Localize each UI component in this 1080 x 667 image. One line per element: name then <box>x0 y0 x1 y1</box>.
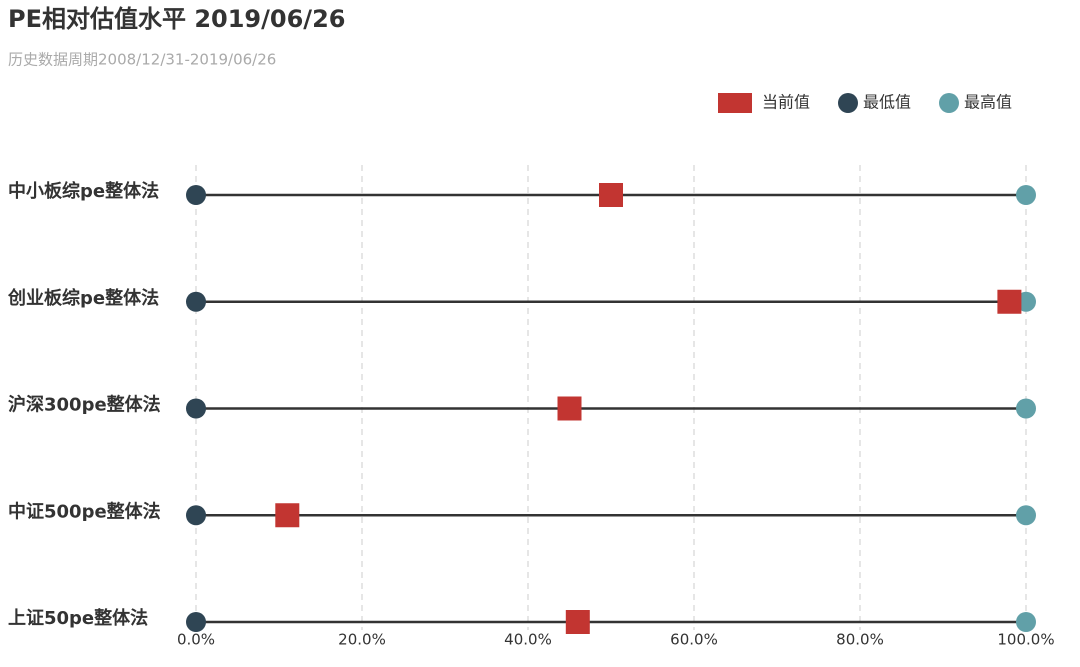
legend-label: 当前值 <box>762 93 810 112</box>
y-category-label: 沪深300pe整体法 <box>8 394 161 416</box>
chart-subtitle: 历史数据周期2008/12/31-2019/06/26 <box>8 51 276 69</box>
y-category-label: 中小板综pe整体法 <box>8 180 159 202</box>
chart-title: PE相对估值水平 2019/06/26 <box>8 5 345 33</box>
legend-marker <box>838 93 858 113</box>
y-category-label: 创业板综pe整体法 <box>7 287 159 309</box>
current-marker <box>599 183 623 207</box>
legend-marker <box>939 93 959 113</box>
point-marker <box>1016 612 1036 632</box>
point-marker <box>1016 185 1036 205</box>
current-marker <box>565 610 590 634</box>
x-tick-label: 40.0% <box>504 631 552 649</box>
legend-label: 最高值 <box>964 93 1012 112</box>
point-marker <box>1016 398 1036 419</box>
y-category-label: 上证50pe整体法 <box>8 607 148 629</box>
x-tick-label: 80.0% <box>836 631 884 649</box>
point-marker <box>1016 505 1036 526</box>
legend-label: 最低值 <box>863 93 911 112</box>
y-category-label: 中证500pe整体法 <box>8 500 161 522</box>
x-tick-label: 20.0% <box>338 631 386 649</box>
legend-marker <box>718 93 752 113</box>
x-tick-label: 100.0% <box>997 631 1054 649</box>
point-marker <box>186 612 206 632</box>
point-marker <box>186 185 206 205</box>
current-marker <box>997 289 1022 314</box>
x-tick-label: 0.0% <box>177 631 215 649</box>
current-marker <box>275 503 300 528</box>
point-marker <box>186 291 206 312</box>
point-marker <box>186 505 206 526</box>
x-tick-label: 60.0% <box>670 631 718 649</box>
current-marker <box>557 396 582 421</box>
point-marker <box>186 398 206 419</box>
